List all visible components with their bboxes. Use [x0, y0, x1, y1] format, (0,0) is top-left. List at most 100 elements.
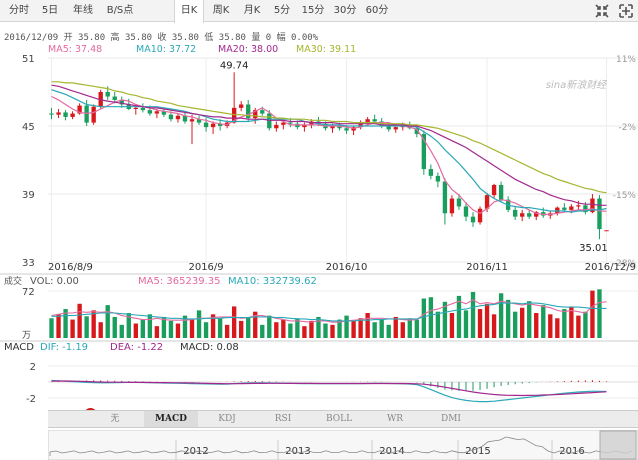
pct-tick-1: -2% [618, 123, 636, 133]
volume-bar [330, 324, 335, 338]
volume-bar [316, 316, 321, 338]
volume-bar [358, 318, 363, 338]
x-label-1: 2016/9 [188, 262, 223, 273]
volume-bar [253, 311, 258, 338]
tab-10[interactable]: 60分 [365, 5, 389, 16]
volume-bar [583, 311, 588, 338]
volume-bar [498, 293, 504, 338]
volume-bar [210, 314, 216, 338]
indicator-3[interactable]: RSI [274, 414, 292, 424]
volume-bar [267, 315, 272, 338]
volume-bar [449, 313, 455, 338]
volume-bar [196, 310, 202, 338]
volume-bar [463, 310, 469, 338]
volume-bar [49, 318, 54, 338]
tab-0[interactable]: 分时 [9, 5, 29, 16]
candle [470, 212, 476, 227]
volume-bar [70, 319, 75, 338]
indicator-0[interactable]: 无 [110, 414, 120, 424]
volume-bar [56, 314, 61, 338]
candle [119, 96, 124, 108]
vol-title: 成交 [4, 275, 22, 287]
tab-9[interactable]: 30分 [333, 5, 357, 16]
vol-tick-1: 万 [22, 331, 31, 341]
indicator-1[interactable]: MACD [144, 411, 198, 427]
volume-bar [534, 313, 539, 338]
volume-bar [393, 316, 398, 338]
candle [358, 120, 363, 130]
candle [477, 206, 483, 225]
candle [428, 164, 434, 180]
vol-label-0: VOL: 0.00 [30, 276, 79, 287]
candle [449, 195, 455, 217]
volume-bar [435, 311, 441, 338]
navigator-bg [48, 430, 638, 460]
candle [91, 104, 96, 125]
price-tick-1: 45 [22, 122, 35, 133]
volume-bar [140, 319, 146, 338]
volume-bar [590, 290, 595, 338]
candle [140, 103, 146, 113]
candle [435, 172, 441, 188]
volume-bar [77, 303, 82, 338]
candle [112, 92, 117, 104]
ma-line-MA30 [51, 81, 607, 194]
indicator-6[interactable]: DMI [441, 414, 461, 424]
pct-tick-3: -28% [613, 259, 637, 269]
macd-label-3: MACD: 0.08 [180, 342, 239, 353]
candle [189, 114, 195, 145]
year-label-3: 2015 [465, 446, 490, 457]
volume-bar [344, 315, 349, 338]
indicator-2[interactable]: KDJ [218, 414, 236, 424]
watermark: sina新浪财经 [546, 79, 607, 91]
tab-5[interactable]: 周K [212, 5, 230, 16]
navigator-line [49, 436, 633, 456]
vol-label-2: MA10: 332739.62 [228, 276, 317, 287]
tab-8[interactable]: 15分 [301, 5, 325, 16]
candle [351, 126, 356, 136]
volume-bar [351, 320, 356, 338]
volume-bar [295, 318, 300, 338]
volume-bar [407, 318, 412, 338]
candle [182, 112, 188, 124]
year-label-4: 2016 [559, 446, 584, 457]
history-navigator[interactable]: 2012 2013 2014 2015 2016 [48, 430, 638, 460]
volume-bar [477, 309, 483, 338]
volume-bar [569, 306, 574, 338]
period-tab-bar: 分时 5日 年线 B/S点 日K 周K 月K 5分 15分 30分 60分 [0, 0, 638, 23]
volume-bar [442, 301, 448, 338]
tab-3[interactable]: B/S点 [106, 5, 134, 16]
volume-bar [84, 316, 89, 338]
compress-icon[interactable] [592, 2, 612, 20]
volume-bar [505, 299, 511, 338]
tab-6[interactable]: 月K [243, 5, 261, 16]
volume-bar [224, 324, 230, 338]
candle [231, 72, 237, 124]
tab-1[interactable]: 5日 [41, 5, 59, 16]
x-label-2: 2016/10 [326, 262, 368, 273]
ma-label-3: MA30: 39.11 [296, 44, 357, 55]
volume-bar [112, 316, 117, 338]
pct-tick-0: 11% [616, 55, 636, 65]
tab-4[interactable]: 日K [174, 0, 204, 23]
candle [49, 107, 54, 120]
expand-icon[interactable] [616, 2, 636, 20]
volume-bar [281, 319, 286, 338]
volume-bar [491, 314, 497, 338]
low-annotation: 35.01 [579, 243, 608, 254]
tab-7[interactable]: 5分 [273, 5, 291, 16]
stock-chart[interactable]: 51 11% 45 -2% 39 -15% 33 -28% 2016/8/9 2016/9 2016… [0, 0, 638, 410]
indicator-5[interactable]: WR [386, 414, 404, 424]
indicator-4[interactable]: BOLL [325, 414, 353, 424]
vol-tick-0: 72 [22, 287, 35, 298]
tab-2[interactable]: 年线 [73, 5, 93, 16]
candle [56, 109, 61, 119]
volume-bar [189, 319, 195, 338]
candle [63, 110, 68, 121]
candle [70, 111, 75, 120]
candle [196, 115, 202, 125]
volume-bar [203, 322, 209, 338]
candle [175, 113, 181, 123]
volume-bar [365, 313, 370, 338]
volume-bar [98, 322, 103, 338]
